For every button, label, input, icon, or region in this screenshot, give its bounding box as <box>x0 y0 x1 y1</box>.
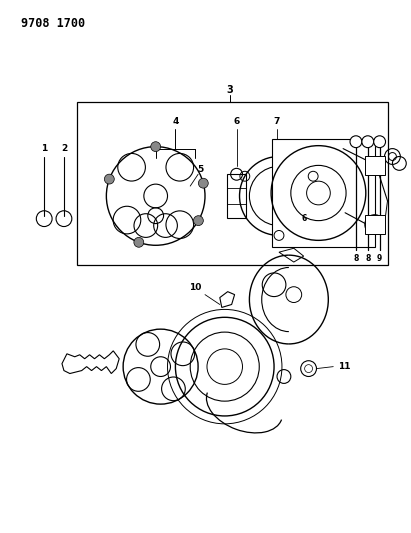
Text: 7: 7 <box>274 117 280 126</box>
Text: 1: 1 <box>41 144 47 153</box>
Text: 10: 10 <box>189 283 201 292</box>
Circle shape <box>362 136 374 148</box>
Circle shape <box>374 136 386 148</box>
Bar <box>365 215 385 235</box>
Circle shape <box>134 237 144 247</box>
Text: 2: 2 <box>61 144 67 153</box>
Bar <box>365 156 385 175</box>
Text: 6: 6 <box>233 117 240 126</box>
Circle shape <box>350 136 362 148</box>
Circle shape <box>194 216 203 225</box>
Text: 9: 9 <box>377 254 382 263</box>
Text: 3: 3 <box>226 85 233 95</box>
Bar <box>227 174 247 217</box>
Text: 9708 1700: 9708 1700 <box>21 18 85 30</box>
Circle shape <box>199 178 208 188</box>
Text: 6: 6 <box>301 214 306 223</box>
Text: 8: 8 <box>353 254 359 263</box>
Bar <box>77 102 388 265</box>
Text: 8: 8 <box>365 254 370 263</box>
Text: 5: 5 <box>197 165 203 174</box>
Text: 11: 11 <box>338 362 351 371</box>
Circle shape <box>151 142 161 151</box>
Text: 4: 4 <box>172 117 179 126</box>
Bar <box>272 139 375 247</box>
Circle shape <box>104 174 114 184</box>
